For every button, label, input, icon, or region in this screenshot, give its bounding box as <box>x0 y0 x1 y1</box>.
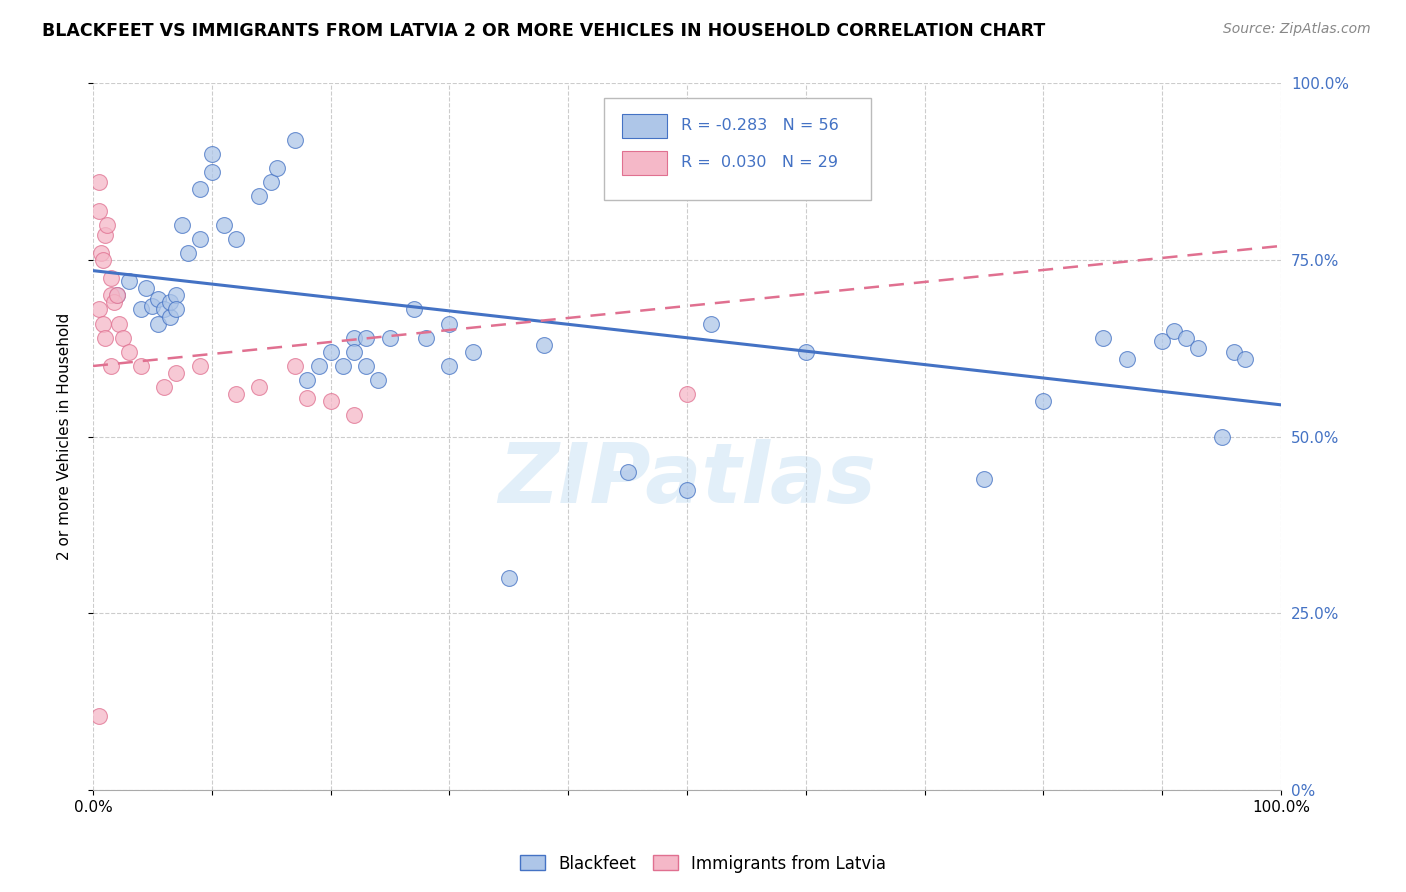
Point <box>1152 334 1174 349</box>
Point <box>378 331 401 345</box>
Point <box>118 274 141 288</box>
Point <box>332 359 354 373</box>
Point <box>118 344 141 359</box>
Point <box>356 331 378 345</box>
Point <box>1163 324 1185 338</box>
Point <box>463 344 485 359</box>
Point <box>129 302 152 317</box>
Point <box>96 218 118 232</box>
Point <box>319 344 342 359</box>
Point <box>141 299 163 313</box>
Point <box>153 302 176 317</box>
Point <box>415 331 437 345</box>
Point <box>533 338 555 352</box>
Point <box>308 359 330 373</box>
Point <box>343 331 366 345</box>
Point <box>225 232 247 246</box>
Point <box>212 218 235 232</box>
Point <box>676 483 699 497</box>
Point <box>100 288 122 302</box>
Point <box>700 317 723 331</box>
Point <box>1091 331 1114 345</box>
Point <box>148 292 170 306</box>
Point <box>260 175 283 189</box>
Point <box>165 288 187 302</box>
Point <box>343 409 366 423</box>
Legend: Blackfeet, Immigrants from Latvia: Blackfeet, Immigrants from Latvia <box>513 848 893 880</box>
Point <box>201 165 224 179</box>
Point <box>225 387 247 401</box>
Point <box>266 161 288 176</box>
Point <box>105 288 128 302</box>
Point <box>153 380 176 394</box>
Point <box>343 344 366 359</box>
Point <box>148 317 170 331</box>
Point <box>94 331 117 345</box>
Point <box>105 288 128 302</box>
Point <box>616 465 638 479</box>
Point <box>1234 351 1257 366</box>
Point <box>402 302 425 317</box>
FancyBboxPatch shape <box>621 152 666 175</box>
Point <box>135 281 157 295</box>
Point <box>319 394 342 409</box>
Point <box>295 373 318 387</box>
Point <box>498 571 520 585</box>
Text: R = -0.283   N = 56: R = -0.283 N = 56 <box>681 118 839 133</box>
Point <box>91 317 114 331</box>
Point <box>159 295 181 310</box>
Point <box>108 317 131 331</box>
Point <box>356 359 378 373</box>
Point <box>100 270 122 285</box>
Point <box>172 218 194 232</box>
Point <box>111 331 134 345</box>
FancyBboxPatch shape <box>621 114 666 138</box>
Text: R =  0.030   N = 29: R = 0.030 N = 29 <box>681 155 838 170</box>
Point <box>1175 331 1198 345</box>
Point <box>87 302 110 317</box>
Point <box>94 228 117 243</box>
Point <box>794 344 817 359</box>
Point <box>973 472 995 486</box>
Point <box>1222 344 1244 359</box>
Point <box>87 708 110 723</box>
Point <box>87 203 110 218</box>
Point <box>284 359 307 373</box>
Point <box>247 189 270 203</box>
Point <box>1115 351 1137 366</box>
Point <box>165 366 187 380</box>
Point <box>103 295 125 310</box>
Point <box>201 147 224 161</box>
Point <box>1032 394 1054 409</box>
Point <box>87 175 110 189</box>
Text: ZIPatlas: ZIPatlas <box>498 439 876 519</box>
Point <box>676 387 699 401</box>
FancyBboxPatch shape <box>605 97 872 200</box>
Point <box>247 380 270 394</box>
Point <box>439 359 461 373</box>
Point <box>188 359 211 373</box>
Point <box>100 359 122 373</box>
Y-axis label: 2 or more Vehicles in Household: 2 or more Vehicles in Household <box>58 313 72 560</box>
Point <box>159 310 181 324</box>
Point <box>367 373 389 387</box>
Point <box>188 232 211 246</box>
Point <box>91 253 114 268</box>
Point <box>90 246 112 260</box>
Point <box>177 246 200 260</box>
Point <box>295 391 318 405</box>
Text: Source: ZipAtlas.com: Source: ZipAtlas.com <box>1223 22 1371 37</box>
Point <box>188 182 211 196</box>
Point <box>165 302 187 317</box>
Point <box>129 359 152 373</box>
Point <box>439 317 461 331</box>
Text: BLACKFEET VS IMMIGRANTS FROM LATVIA 2 OR MORE VEHICLES IN HOUSEHOLD CORRELATION : BLACKFEET VS IMMIGRANTS FROM LATVIA 2 OR… <box>42 22 1046 40</box>
Point <box>1211 430 1233 444</box>
Point <box>284 133 307 147</box>
Point <box>1187 342 1209 356</box>
